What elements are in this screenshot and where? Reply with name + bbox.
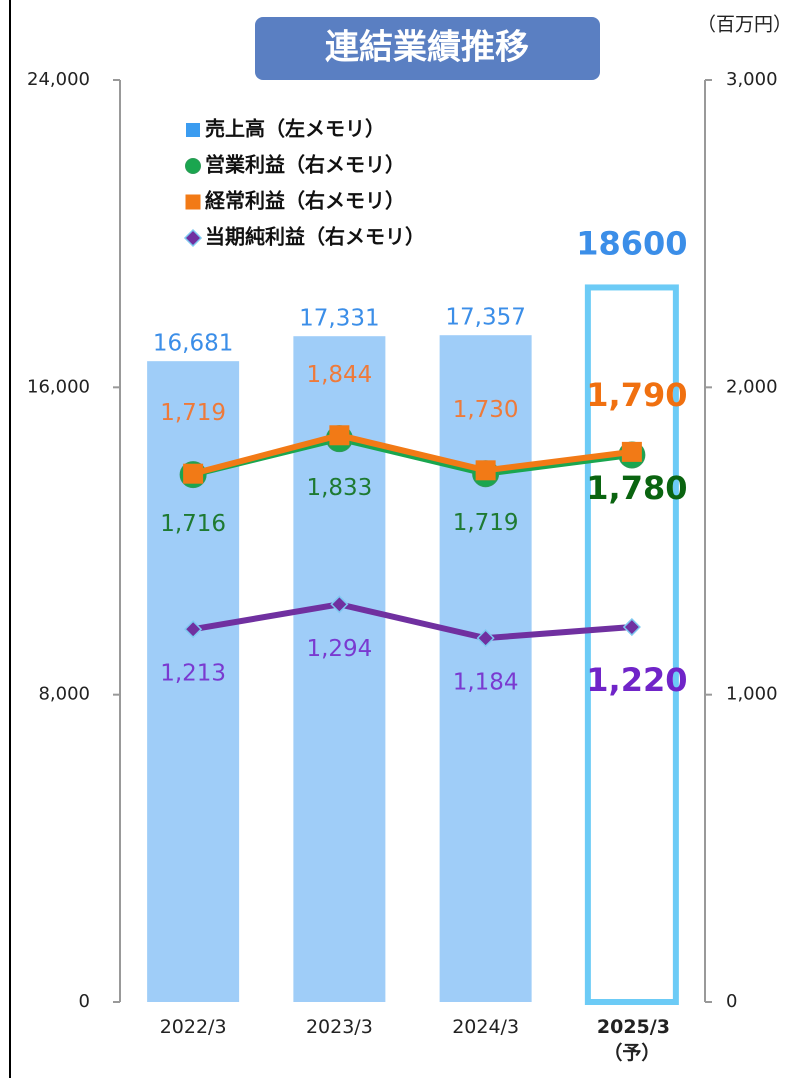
bar-value-label: 16,681 (153, 331, 233, 357)
x-tick-label: 2022/3 (159, 1016, 227, 1038)
line-marker (476, 629, 495, 648)
line-value-label: 1,719 (453, 510, 519, 536)
line-value-label: 1,730 (453, 397, 519, 423)
line-value-label: 1,790 (586, 376, 687, 414)
bar-forecast (584, 284, 679, 1005)
legend-marker (185, 194, 201, 210)
chart-title: 連結業績推移 (325, 28, 529, 68)
line-marker (621, 441, 642, 462)
line-marker (330, 595, 349, 614)
y-tick-label: 24,000 (27, 69, 90, 90)
line-marker (475, 460, 496, 481)
bar (439, 335, 532, 1002)
legend-label: 売上高（左メモリ） (205, 117, 385, 141)
line-value-label: 1,294 (306, 636, 372, 662)
line-marker (329, 425, 350, 446)
y-tick-label: 8,000 (38, 684, 90, 705)
y2-tick-label: 3,000 (726, 69, 778, 90)
line-marker (622, 617, 641, 637)
line-value-label: 1,719 (160, 400, 226, 426)
line-value-label: 1,833 (306, 475, 372, 501)
legend-marker (185, 158, 201, 174)
x-tick-label: 2023/3 (305, 1016, 373, 1038)
series-line (192, 432, 633, 477)
y-tick-label: 0 (79, 991, 90, 1012)
line-value-label: 1,844 (306, 362, 372, 388)
series-line (192, 601, 633, 642)
bar-value-label: 18600 (576, 224, 687, 262)
legend-marker (186, 123, 200, 137)
y-tick-label: 16,000 (27, 376, 90, 397)
legend-marker (183, 228, 203, 248)
x-tick-label: 2024/3 (452, 1016, 520, 1038)
line-value-label: 1,184 (453, 670, 519, 696)
y2-tick-label: 0 (726, 991, 737, 1012)
unit-label: （百万円） (697, 14, 792, 36)
y2-tick-label: 1,000 (726, 684, 778, 705)
legend-label: 経常利益（右メモリ） (205, 189, 405, 213)
bar-value-label: 17,331 (299, 306, 379, 332)
x-tick-label: 2025/3（予） (596, 1016, 670, 1064)
title-box (255, 17, 600, 80)
bar-value-label: 17,357 (445, 305, 525, 331)
y2-tick-label: 2,000 (726, 376, 778, 397)
line-marker (184, 620, 203, 639)
legend-label: 当期純利益（右メモリ） (205, 225, 425, 249)
line-value-label: 1,780 (586, 469, 687, 507)
line-value-label: 1,213 (160, 661, 226, 687)
legend-label: 営業利益（右メモリ） (205, 153, 405, 177)
line-marker (183, 463, 204, 484)
line-value-label: 1,716 (160, 511, 226, 537)
line-value-label: 1,220 (586, 661, 687, 699)
